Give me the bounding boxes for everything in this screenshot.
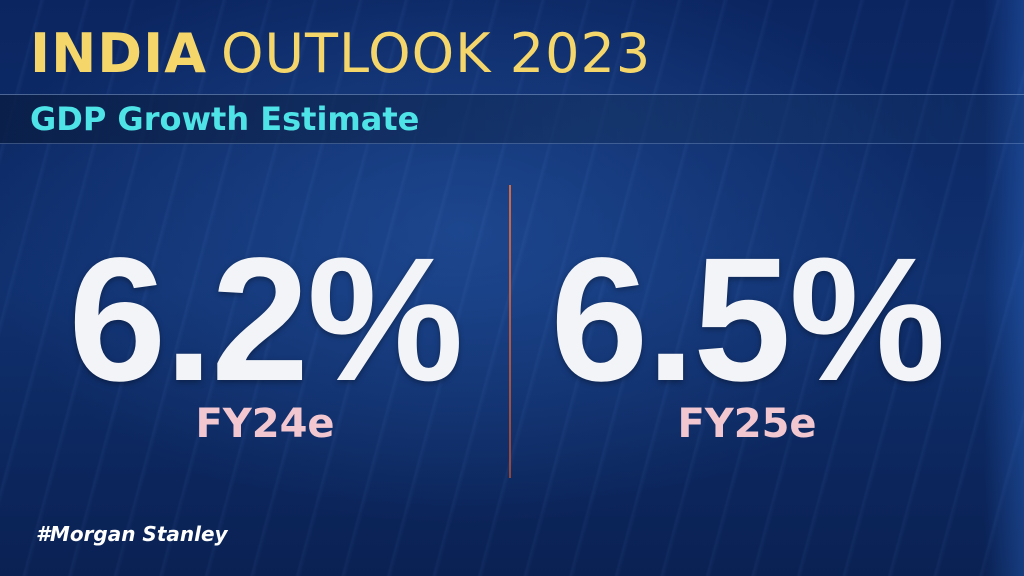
source-hashtag: #Morgan Stanley — [36, 522, 228, 546]
stat-label: FY25e — [677, 401, 817, 447]
title-bold: INDIA — [30, 22, 207, 85]
stat-value: 6.2% — [68, 222, 463, 418]
subtitle: GDP Growth Estimate — [30, 100, 420, 138]
page-title: INDIA OUTLOOK 2023 — [30, 22, 651, 92]
stat-label: FY24e — [195, 401, 335, 447]
edge-glow — [984, 0, 1024, 576]
stat-fy25: 6.5% FY25e — [537, 222, 957, 447]
subtitle-bar — [0, 94, 1024, 144]
stat-fy24: 6.2% FY24e — [55, 222, 475, 447]
divider — [509, 185, 511, 478]
title-light: OUTLOOK 2023 — [221, 22, 652, 85]
stat-value: 6.5% — [550, 222, 945, 418]
